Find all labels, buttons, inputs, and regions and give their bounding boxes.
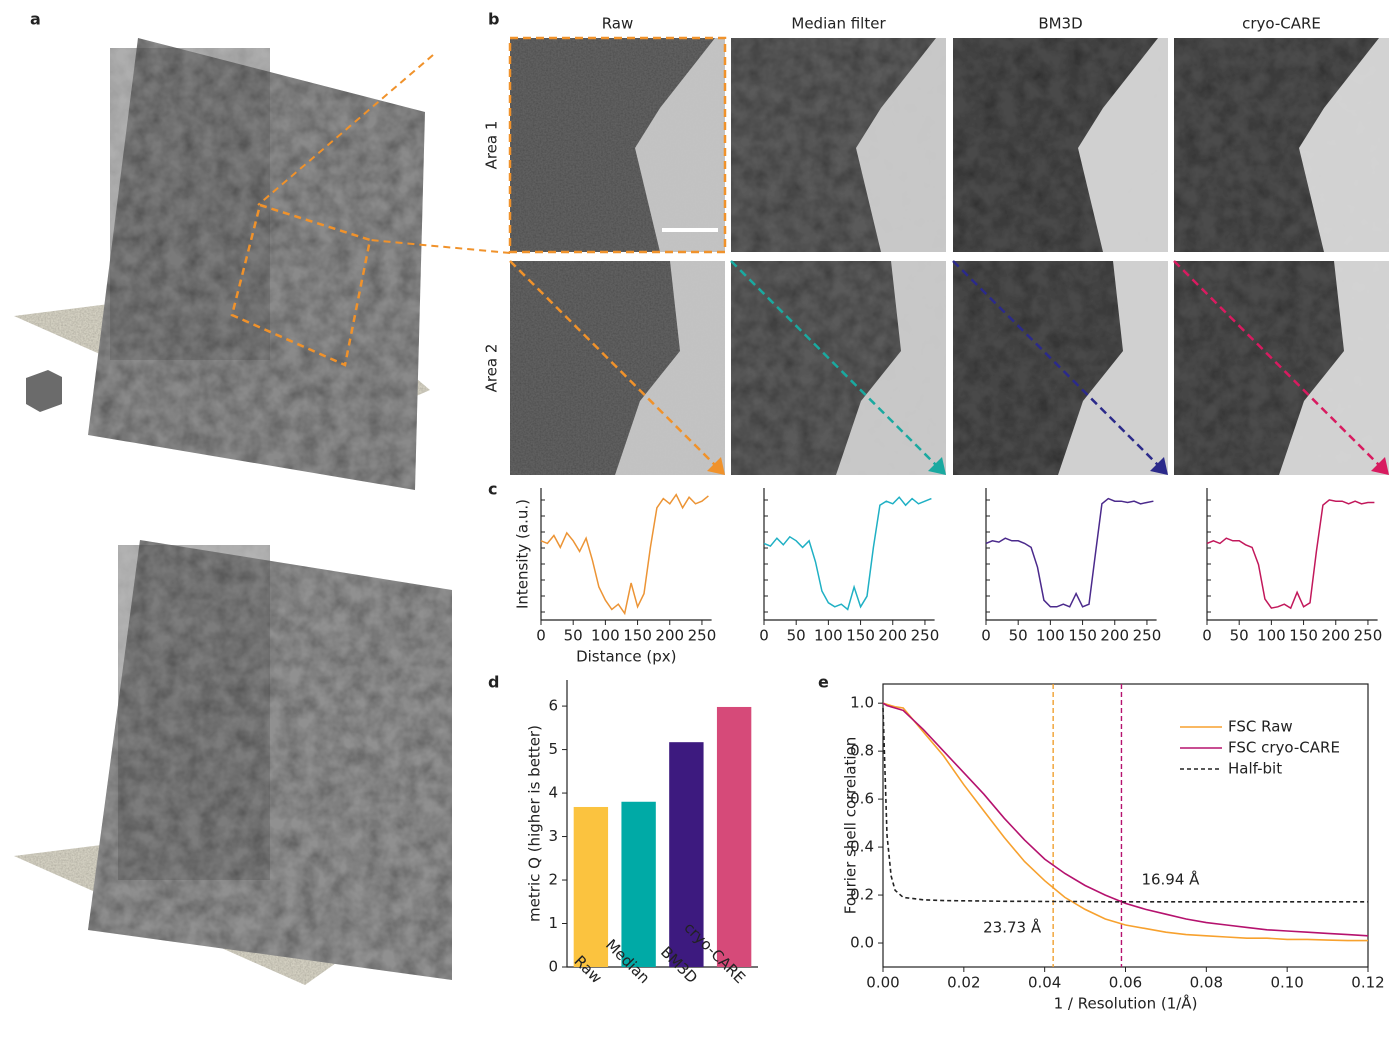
resolution-label: 23.73 Å <box>983 918 1042 937</box>
x-tick-label: 150 <box>846 627 875 645</box>
data-line <box>986 499 1153 607</box>
x-tick-label: 0.04 <box>1028 974 1061 992</box>
data-line <box>541 495 708 614</box>
bar <box>574 807 608 967</box>
x-tick-label: 150 <box>1289 627 1318 645</box>
y-axis-label: Fourier shell correlation <box>842 737 860 914</box>
resolution-label: 16.94 Å <box>1141 870 1200 889</box>
row-label: Area 2 <box>483 344 501 393</box>
x-tick-label: 0 <box>981 627 991 645</box>
x-tick-label: 0.12 <box>1351 974 1384 992</box>
y-tick-label: 4 <box>548 784 558 802</box>
legend-label: FSC cryo-CARE <box>1228 739 1340 757</box>
column-title: cryo-CARE <box>1242 15 1321 33</box>
x-tick-label: 150 <box>1068 627 1097 645</box>
y-tick-label: 2 <box>548 871 558 889</box>
figure: a b c d e Raw Median filter BM3D cryo-CARE Area 1… <box>0 0 1389 1047</box>
x-tick-label: 0.02 <box>947 974 980 992</box>
x-tick-label: 250 <box>1354 627 1383 645</box>
axes <box>764 488 935 620</box>
panel-letter: e <box>818 673 829 692</box>
data-line <box>1207 500 1374 608</box>
x-tick-label: 50 <box>787 627 806 645</box>
panel-letter: a <box>30 10 41 29</box>
y-axis-label: metric Q (higher is better) <box>526 725 544 922</box>
x-tick-label: 0.08 <box>1190 974 1223 992</box>
y-tick-label: 1 <box>548 914 558 932</box>
column-title: BM3D <box>1038 15 1082 33</box>
x-tick-label: 250 <box>688 627 717 645</box>
x-tick-label: 200 <box>655 627 684 645</box>
x-tick-label: 0.06 <box>1109 974 1142 992</box>
x-tick-label: 250 <box>1133 627 1162 645</box>
x-tick-label: 0.10 <box>1270 974 1303 992</box>
axes <box>1207 488 1378 620</box>
data-line <box>883 708 1368 902</box>
row-label: Area 1 <box>483 121 501 170</box>
bar <box>621 802 655 967</box>
tomogram-renders <box>14 38 510 985</box>
x-axis-label: 1 / Resolution (1/Å) <box>1054 994 1198 1013</box>
legend-label: Half-bit <box>1228 760 1282 778</box>
x-tick-label: 100 <box>591 627 620 645</box>
data-line <box>764 497 931 609</box>
axes <box>541 488 712 620</box>
y-tick-label: 0 <box>548 958 558 976</box>
x-tick-label: 50 <box>564 627 583 645</box>
panel-letter: d <box>488 673 499 692</box>
x-tick-label: 0 <box>1202 627 1212 645</box>
x-tick-label: 50 <box>1009 627 1028 645</box>
x-tick-label: 0 <box>759 627 769 645</box>
x-axis-label: Distance (px) <box>576 648 676 666</box>
x-tick-label: 200 <box>878 627 907 645</box>
legend-label: FSC Raw <box>1228 718 1293 736</box>
panel-letter: c <box>488 480 497 499</box>
y-tick-label: 1.0 <box>850 694 874 712</box>
scale-cube <box>26 370 62 412</box>
yz-slice <box>110 48 270 360</box>
x-tick-label: 150 <box>623 627 652 645</box>
axes <box>986 488 1157 620</box>
x-tick-label: 100 <box>814 627 843 645</box>
y-tick-label: 5 <box>548 740 558 758</box>
x-tick-label: 250 <box>911 627 940 645</box>
x-tick-label: 0 <box>536 627 546 645</box>
x-tick-label: 200 <box>1321 627 1350 645</box>
bar <box>717 707 751 967</box>
column-title: Raw <box>602 15 634 33</box>
y-tick-label: 3 <box>548 827 558 845</box>
y-tick-label: 0.0 <box>850 934 874 952</box>
y-tick-label: 6 <box>548 697 558 715</box>
x-tick-label: 100 <box>1257 627 1286 645</box>
x-tick-label: 100 <box>1036 627 1065 645</box>
x-tick-label: 50 <box>1230 627 1249 645</box>
x-tick-label: 200 <box>1100 627 1129 645</box>
panel-letter: b <box>488 10 499 29</box>
column-title: Median filter <box>791 15 886 33</box>
y-axis-label: Intensity (a.u.) <box>514 499 532 609</box>
yz-slice <box>118 545 270 880</box>
x-tick-label: 0.00 <box>866 974 899 992</box>
